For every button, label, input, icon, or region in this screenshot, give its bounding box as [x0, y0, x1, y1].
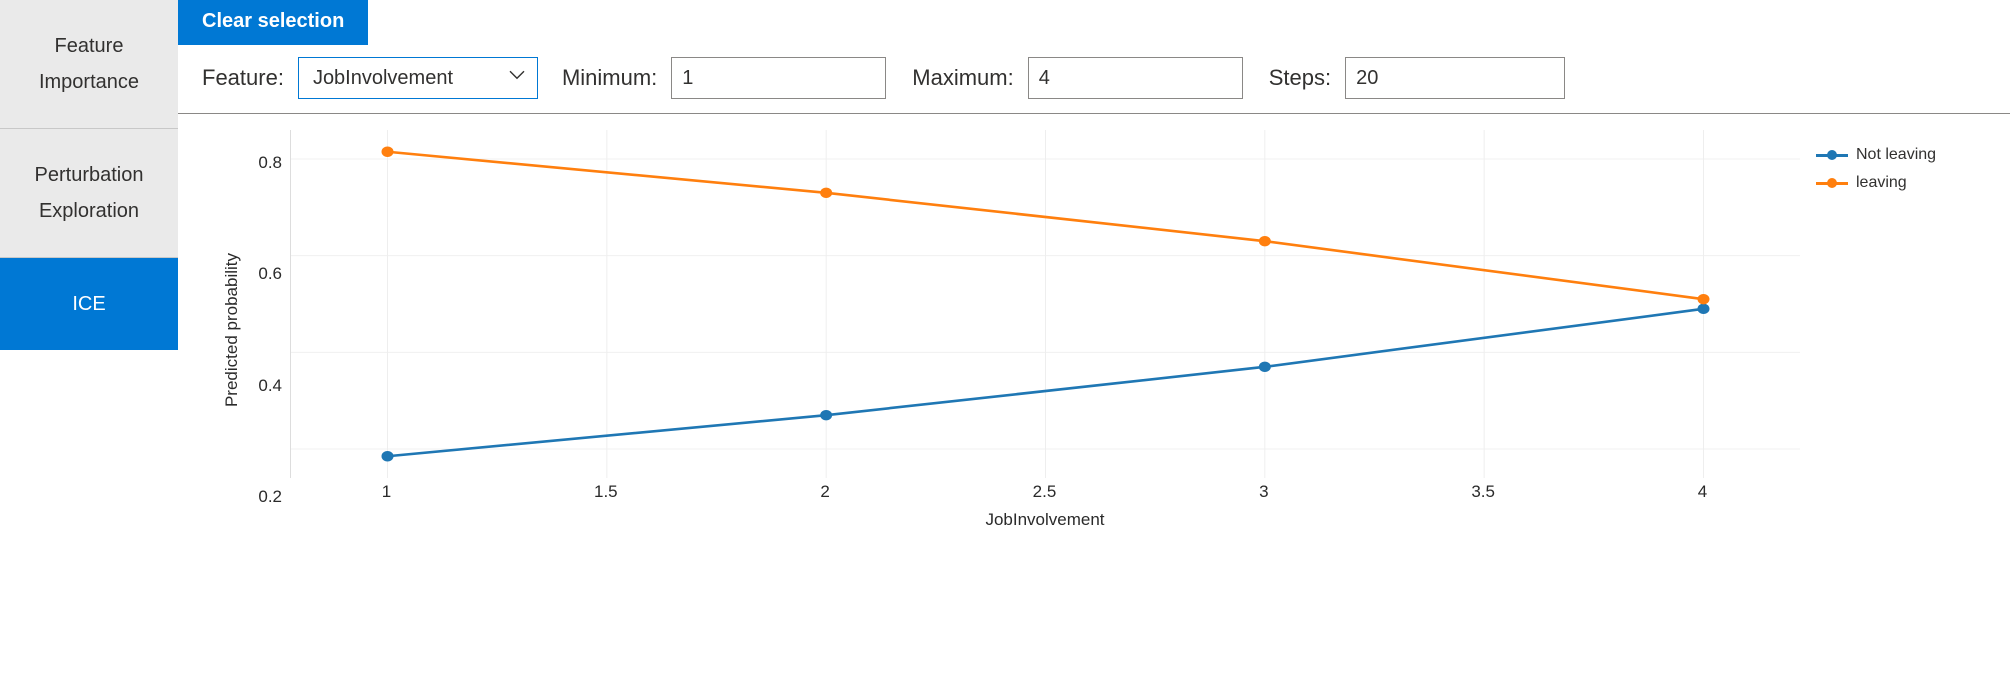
- sidebar-tab-feature-importance[interactable]: FeatureImportance: [0, 0, 178, 129]
- x-tick-label: 1.5: [594, 482, 618, 502]
- chart-area: Predicted probability 0.8 0.6 0.4 0.2 1 1.5 2…: [178, 114, 2010, 540]
- x-tick-label: 4: [1698, 482, 1707, 502]
- legend: Not leaving leaving: [1800, 130, 1970, 530]
- sidebar: FeatureImportancePerturbationExploration…: [0, 0, 178, 540]
- steps-label: Steps:: [1269, 65, 1331, 91]
- main-panel: Clear selection Feature: JobInvolvement …: [178, 0, 2010, 540]
- feature-select-value: JobInvolvement: [313, 67, 453, 90]
- minimum-input[interactable]: [671, 57, 886, 99]
- y-tick-label: 0.6: [258, 264, 282, 284]
- y-tick-label: 0.4: [258, 376, 282, 396]
- clear-selection-button[interactable]: Clear selection: [178, 0, 368, 45]
- maximum-input[interactable]: [1028, 57, 1243, 99]
- sidebar-tab-label: Importance: [10, 64, 168, 100]
- x-axis-title: JobInvolvement: [290, 510, 1800, 530]
- x-tick-label: 2: [820, 482, 829, 502]
- legend-label: leaving: [1856, 174, 1907, 192]
- series-marker[interactable]: [1697, 304, 1709, 314]
- x-tick-label: 3: [1259, 482, 1268, 502]
- x-tick-label: 3.5: [1471, 482, 1495, 502]
- chart-row: Predicted probability 0.8 0.6 0.4 0.2 1 1.5 2…: [218, 130, 1970, 530]
- legend-swatch: [1816, 182, 1848, 185]
- series-marker[interactable]: [820, 410, 832, 420]
- series-marker[interactable]: [1259, 362, 1271, 372]
- topbar: Clear selection: [178, 0, 2010, 45]
- x-axis-ticks: 1 1.5 2 2.5 3 3.5 4: [290, 478, 1800, 502]
- app-root: FeatureImportancePerturbationExploration…: [0, 0, 2010, 540]
- sidebar-tab-perturbation-exploration[interactable]: PerturbationExploration: [0, 129, 178, 258]
- legend-label: Not leaving: [1856, 146, 1936, 164]
- legend-item-not-leaving[interactable]: Not leaving: [1816, 146, 1970, 164]
- series-marker[interactable]: [382, 147, 394, 157]
- sidebar-tab-label: Feature: [10, 28, 168, 64]
- chevron-down-icon: [509, 67, 525, 85]
- y-axis-ticks: 0.8 0.6 0.4 0.2: [246, 130, 290, 530]
- series-marker[interactable]: [820, 188, 832, 198]
- clear-selection-label: Clear selection: [202, 10, 344, 32]
- steps-input[interactable]: [1345, 57, 1565, 99]
- y-axis-title: Predicted probability: [218, 253, 246, 407]
- series-marker[interactable]: [382, 451, 394, 461]
- x-tick-label: 1: [382, 482, 391, 502]
- x-tick-label: 2.5: [1033, 482, 1057, 502]
- sidebar-tab-label: Perturbation: [10, 157, 168, 193]
- series-marker[interactable]: [1697, 294, 1709, 304]
- legend-swatch: [1816, 154, 1848, 157]
- y-tick-label: 0.2: [258, 487, 282, 507]
- sidebar-tab-ice[interactable]: ICE: [0, 258, 178, 350]
- y-tick-label: 0.8: [258, 153, 282, 173]
- plot-svg: [291, 130, 1800, 478]
- plot-area: [290, 130, 1800, 478]
- controls-bar: Feature: JobInvolvement Minimum: Maximum…: [178, 45, 2010, 114]
- legend-item-leaving[interactable]: leaving: [1816, 174, 1970, 192]
- feature-label: Feature:: [202, 65, 284, 91]
- sidebar-tab-label: Exploration: [10, 193, 168, 229]
- feature-select[interactable]: JobInvolvement: [298, 57, 538, 99]
- minimum-label: Minimum:: [562, 65, 657, 91]
- maximum-label: Maximum:: [912, 65, 1013, 91]
- series-marker[interactable]: [1259, 236, 1271, 246]
